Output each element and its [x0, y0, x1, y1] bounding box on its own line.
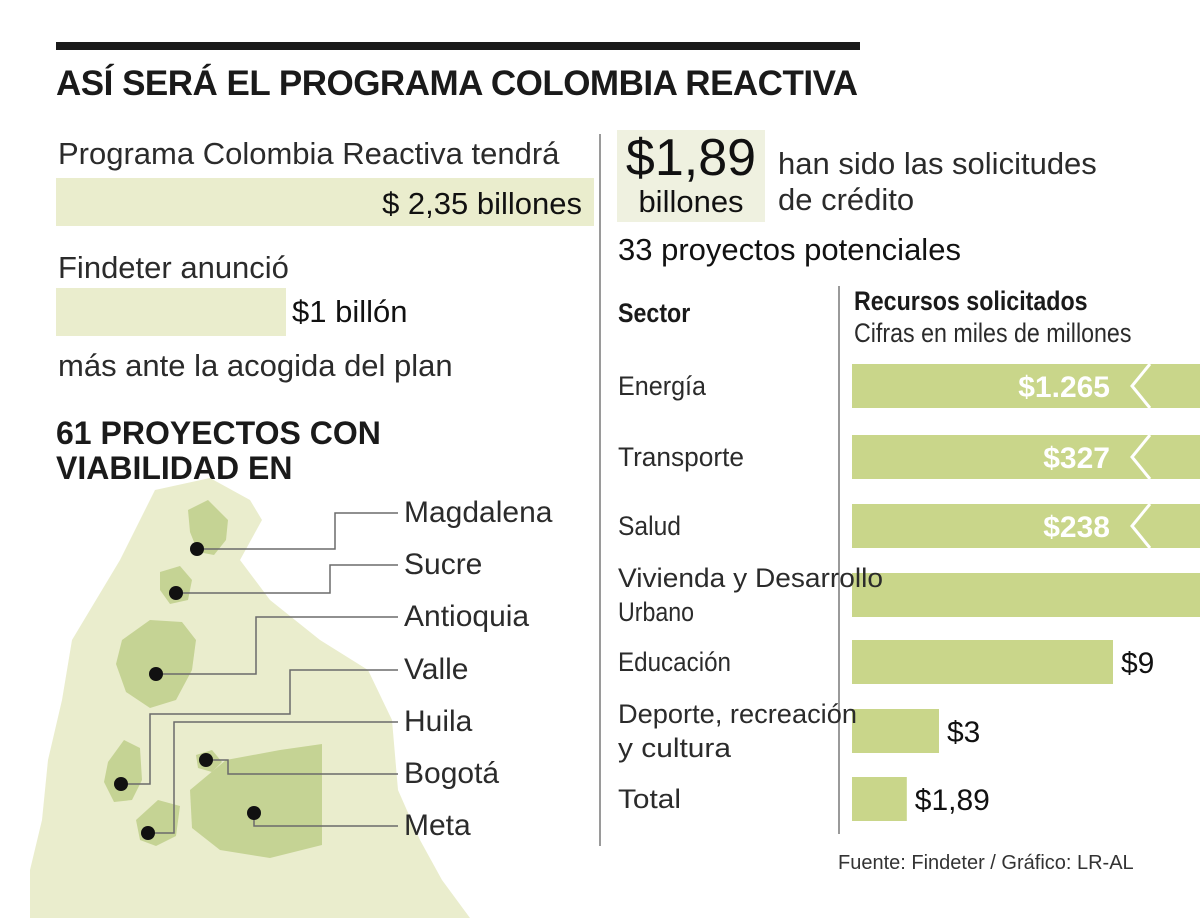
- region-label: Magdalena: [404, 496, 553, 529]
- page-title: ASÍ SERÁ EL PROGRAMA COLOMBIA REACTIVA: [56, 64, 858, 103]
- value-label-5: $3: [947, 716, 980, 749]
- leader-huila: [148, 721, 398, 834]
- findeter-amount: $1 billón: [292, 294, 408, 329]
- category-label-1-0: Transporte: [618, 442, 744, 472]
- findeter-text: Findeter anunció: [58, 250, 289, 285]
- column-divider: [599, 134, 601, 846]
- bar-chart: $1.265Energía$327Transporte$238Salud$49V…: [618, 363, 1200, 821]
- value-label-2: $238: [1043, 511, 1110, 544]
- bar-0: [852, 364, 1200, 408]
- projects-text: 33 proyectos potenciales: [618, 232, 961, 267]
- dot-antioquia: [149, 667, 163, 681]
- big-unit: billones: [638, 184, 744, 219]
- region-label: Meta: [404, 809, 471, 842]
- region-valle: [104, 740, 142, 802]
- leader-valle: [121, 669, 398, 785]
- region-label: Antioquia: [404, 600, 530, 633]
- program-text: Programa Colombia Reactiva tendrá: [58, 136, 560, 171]
- resources-header: Recursos solicitados: [854, 286, 1088, 316]
- category-label-5-0: Deporte, recreación: [618, 699, 857, 729]
- bar-3: [852, 573, 1200, 617]
- value-label-1: $327: [1043, 442, 1110, 475]
- region-magdalena: [188, 500, 228, 555]
- region-antioquia: [116, 620, 196, 708]
- region-label: Valle: [404, 653, 469, 686]
- country-shape: [30, 478, 470, 918]
- bar-2: [852, 504, 1200, 548]
- big-caption-line1: han sido las solicitudes: [778, 146, 1097, 181]
- value-label-0: $1.265: [1018, 371, 1110, 404]
- bar-break-2: [1130, 503, 1152, 549]
- region-sucre: [160, 566, 192, 604]
- program-amount: $ 2,35 billones: [382, 186, 582, 221]
- category-label-2-0: Salud: [618, 511, 681, 541]
- bar-4: [852, 640, 1113, 684]
- category-label-3-1: Urbano: [618, 597, 694, 627]
- colombia-map: [30, 478, 470, 918]
- big-value: $1,89: [625, 129, 757, 187]
- chart-axis-line: [838, 286, 840, 834]
- bar-1: [852, 435, 1200, 479]
- leader-magdalena: [197, 512, 398, 550]
- category-label-5-1: y cultura: [618, 733, 732, 763]
- sector-header: Sector: [618, 298, 691, 328]
- source-note: Fuente: Findeter / Gráfico: LR-AL: [838, 852, 1134, 874]
- bar-6: [852, 777, 907, 821]
- dot-sucre: [169, 586, 183, 600]
- leader-antioquia: [156, 616, 398, 675]
- value-label-6: $1,89: [915, 784, 990, 817]
- category-label-6-0: Total: [618, 784, 681, 814]
- resources-subheader: Cifras en miles de millones: [854, 318, 1132, 348]
- big-caption-line2: de crédito: [778, 182, 915, 217]
- program-bar: [56, 178, 594, 226]
- dot-magdalena: [190, 542, 204, 556]
- big-value-box: [617, 130, 765, 222]
- bar-break-1: [1130, 434, 1152, 480]
- region-label: Huila: [404, 705, 473, 738]
- dot-huila: [141, 826, 155, 840]
- leader-bogota: [206, 759, 398, 775]
- category-label-0-0: Energía: [618, 371, 707, 401]
- map-heading-line2: VIABILIDAD EN: [56, 450, 293, 486]
- dot-bogota: [199, 753, 213, 767]
- region-label: Sucre: [404, 548, 483, 581]
- bar-5: [852, 709, 939, 753]
- value-label-4: $9: [1121, 647, 1154, 680]
- region-label: Bogotá: [404, 757, 500, 790]
- dot-valle: [114, 777, 128, 791]
- map-heading-line1: 61 PROYECTOS CON: [56, 415, 381, 451]
- bar-break-0: [1130, 363, 1152, 409]
- title-rule: [56, 42, 860, 50]
- category-label-3-0: Vivienda y Desarrollo: [618, 563, 883, 593]
- leader-sucre: [176, 564, 398, 594]
- findeter-note: más ante la acogida del plan: [58, 348, 453, 383]
- findeter-bar: [56, 288, 286, 336]
- category-label-4-0: Educación: [618, 647, 731, 677]
- region-meta: [190, 744, 322, 858]
- dot-meta: [247, 806, 261, 820]
